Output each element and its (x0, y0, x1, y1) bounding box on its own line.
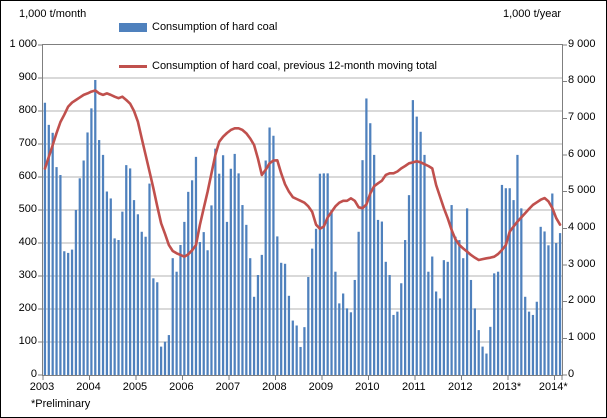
y-axis-left-tick-label: 600 (18, 169, 37, 182)
right-axis-unit-label: 1,000 t/year (503, 8, 562, 20)
x-axis-tick-label: 2008 (262, 381, 287, 393)
y-axis-left-tick-label: 300 (18, 268, 37, 281)
y-axis-left-tick-label: 0 (30, 367, 37, 380)
y-axis-left-tick-label: 100 (18, 334, 37, 347)
y-axis-right-tick-label: 8 000 (568, 74, 596, 87)
x-axis-tick-label: 2012 (448, 381, 473, 393)
y-axis-right-tick-label: 6 000 (568, 147, 596, 160)
y-axis-right-tick-label: 7 000 (568, 110, 596, 123)
x-axis-tick-label: 2006 (169, 381, 194, 393)
x-axis-tick-label: 2011 (401, 381, 426, 393)
x-axis-tick-label: 2007 (215, 381, 241, 393)
y-axis-left-tick-label: 900 (18, 70, 37, 83)
legend-item-bars: Consumption of hard coal (117, 21, 280, 33)
y-axis-right-tick-label: 3 000 (568, 257, 596, 270)
y-axis-right-tick-label: 2 000 (568, 294, 596, 307)
y-axis-left-tick-label: 700 (18, 136, 37, 149)
x-axis-tick-label: 2003 (29, 381, 55, 393)
x-axis-tick-label: 2005 (122, 381, 148, 393)
y-axis-left-tick-label: 200 (18, 301, 37, 314)
legend-item-line: Consumption of hard coal, previous 12-mo… (117, 60, 439, 72)
x-axis-tick-label: 2009 (308, 381, 334, 393)
y-axis-right-tick-label: 5 000 (568, 184, 596, 197)
x-axis-tick-label: 2010 (355, 381, 380, 393)
y-axis-left-tick-label: 400 (18, 235, 37, 248)
y-axis-right-tick-label: 9 000 (568, 37, 596, 50)
y-axis-left-tick-label: 800 (18, 103, 37, 116)
line-series-swatch-icon (119, 64, 147, 68)
y-axis-right-tick-label: 1 000 (568, 330, 596, 343)
footnote: *Preliminary (31, 398, 91, 410)
legend-label-bars: Consumption of hard coal (152, 21, 278, 33)
bar-series-swatch-icon (119, 22, 147, 32)
x-axis-tick-label: 2004 (76, 381, 101, 393)
y-axis-right-tick-label: 0 (568, 367, 575, 380)
chart-canvas (38, 44, 567, 380)
y-axis-right-tick-label: 4 000 (568, 220, 596, 233)
x-axis-tick-label: 2014* (538, 381, 568, 393)
y-axis-left-tick-label: 1 000 (9, 37, 37, 50)
x-axis-tick-label: 2013* (492, 381, 522, 393)
plot-area (38, 44, 567, 380)
y-axis-left-tick-label: 500 (18, 202, 37, 215)
left-axis-unit-label: 1,000 t/month (19, 8, 87, 20)
legend-label-line: Consumption of hard coal, previous 12-mo… (152, 60, 437, 72)
